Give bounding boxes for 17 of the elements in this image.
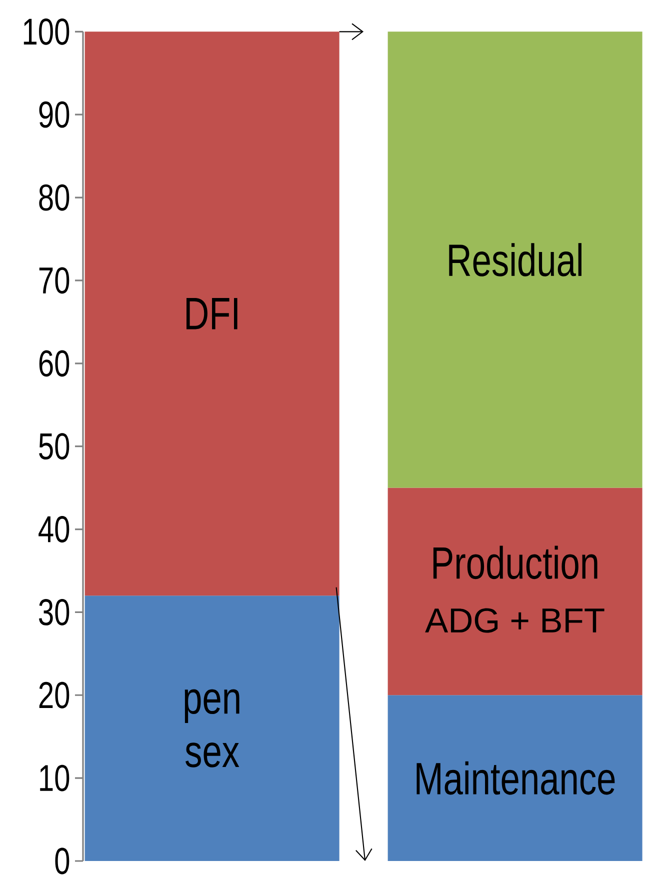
y-tick-label: 0: [55, 848, 70, 874]
series-label: Residual: [449, 243, 582, 276]
y-tick-label: 20: [39, 682, 70, 708]
y-tick-label: 90: [39, 101, 70, 128]
series-label: DFI: [186, 298, 238, 330]
y-tick-label: 10: [40, 764, 70, 792]
series-label: Maintenance: [416, 761, 615, 795]
y-tick-label: 50: [39, 433, 70, 460]
series-label: Production: [433, 546, 598, 580]
y-tick-label: 30: [39, 598, 70, 626]
series-label: pen sex: [184, 689, 240, 768]
y-tick-label: 40: [38, 516, 70, 542]
y-tick-label: 60: [39, 350, 70, 377]
annotation: ADG + BFT: [425, 608, 604, 633]
y-tick-label: 80: [39, 184, 70, 211]
y-tick-label: 70: [39, 267, 70, 294]
y-tick-label: 100: [24, 18, 70, 45]
